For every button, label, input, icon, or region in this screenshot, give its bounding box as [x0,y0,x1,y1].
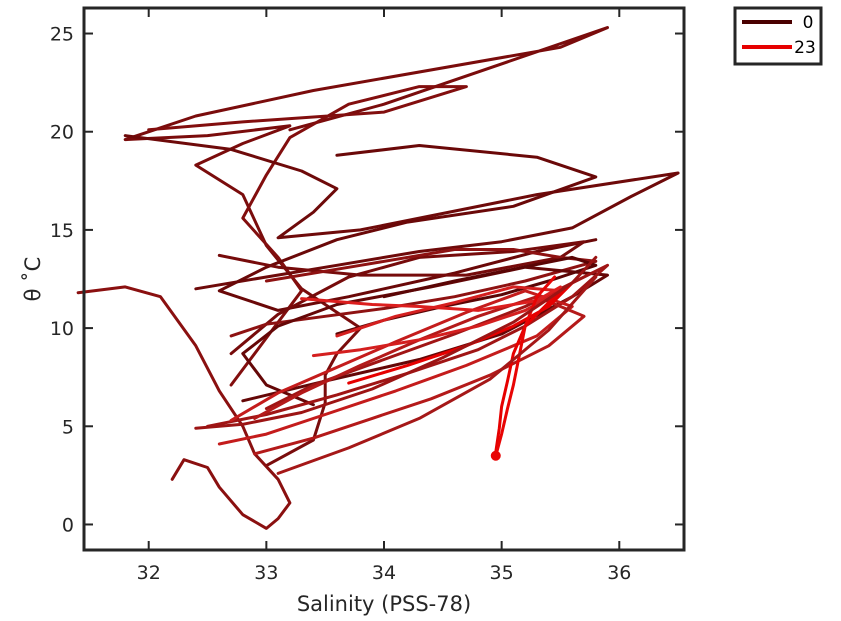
series-line-3 [217,144,598,312]
y-tick-label-3: 15 [50,220,74,242]
x-axis-title: Salinity (PSS-78) [297,592,471,616]
x-tick-label-1: 33 [254,562,278,584]
y-axis-title: θ ˚C [21,257,45,302]
series-line-5 [217,240,586,356]
x-tick-label-4: 36 [607,562,631,584]
series-line-11 [217,289,574,446]
y-tick-label-0: 0 [62,514,74,536]
series-line-12 [311,285,562,358]
y-tick-label-1: 5 [62,416,74,438]
legend: 0 23 [733,6,823,66]
x-tick-label-0: 32 [137,562,161,584]
x-tick-label-3: 35 [490,562,514,584]
profile-end-point [490,450,501,461]
series-line-13 [300,285,562,312]
legend-label-0: 0 [803,13,814,33]
series-line-9 [206,263,609,428]
y-ticks: 0 5 10 15 20 25 [50,24,684,536]
y-tick-label-4: 20 [50,122,74,144]
plot-frame [82,6,686,552]
y-tick-label-2: 10 [50,318,74,340]
series-line-16 [194,255,598,430]
series-line-10 [253,295,586,456]
series-line-4 [76,285,292,530]
series-line-17 [276,275,598,475]
series-layer [76,26,680,530]
legend-label-1: 23 [794,38,816,58]
x-tick-label-2: 34 [372,562,396,584]
y-tick-label-5: 25 [50,24,74,46]
series-line-15 [494,275,557,458]
legend-box [733,6,823,66]
series-line-2 [123,134,680,291]
series-line-1 [147,85,468,387]
